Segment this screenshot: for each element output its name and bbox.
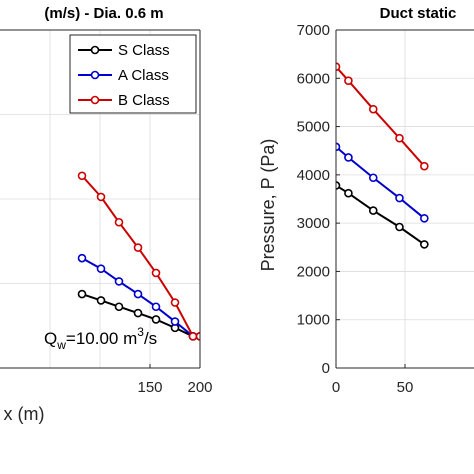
legend-label-a-class: A Class	[118, 67, 169, 84]
right-point-s-class	[368, 206, 378, 215]
right-y-ticks: 0 1000 2000 3000 4000 5000 6000 7000	[297, 22, 340, 377]
left-point-a-class	[151, 302, 161, 312]
right-x-ticks: 0 50	[332, 364, 414, 396]
legend-marker-b-class	[90, 95, 100, 105]
right-y-axis-label: Pressure, P (Pa)	[258, 139, 278, 272]
left-axes-frame	[0, 29, 201, 369]
left-point-a-class	[170, 317, 180, 326]
legend-marker-a-class	[90, 70, 100, 80]
right-series-group	[336, 62, 429, 249]
right-point-a-class	[336, 142, 341, 152]
right-point-b-class	[420, 161, 429, 171]
left-point-b-class	[133, 243, 143, 252]
right-y-tick-label: 5000	[297, 119, 330, 136]
left-point-b-class	[96, 192, 106, 202]
right-point-a-class	[368, 173, 378, 183]
left-point-s-class	[114, 302, 124, 312]
legend-entry-b-class: B Class	[78, 92, 170, 109]
right-chart-title: Duct static	[380, 5, 457, 22]
right-point-a-class	[395, 193, 404, 203]
left-series-group	[77, 171, 200, 341]
left-point-a-class	[114, 277, 124, 286]
left-point-b-class	[188, 332, 198, 341]
left-point-b-class	[151, 268, 161, 278]
flow-rate-annotation: Qw=10.00 m3/s	[44, 325, 157, 352]
right-x-tick-label: 0	[332, 379, 340, 396]
right-point-s-class	[395, 222, 404, 232]
left-chart-title: (m/s) - Dia. 0.6 m	[44, 5, 163, 22]
left-point-b-class	[170, 298, 180, 307]
right-series-a-class	[336, 142, 429, 223]
annotation-subscript: w	[56, 338, 66, 352]
right-y-tick-label: 7000	[297, 22, 330, 39]
right-point-a-class	[344, 153, 353, 162]
left-point-a-class	[96, 264, 106, 274]
legend-label-b-class: B Class	[118, 92, 170, 109]
annotation-value: =10.00 m	[66, 329, 137, 348]
right-point-b-class	[368, 104, 378, 114]
left-point-a-class	[77, 253, 87, 263]
right-y-tick-label: 1000	[297, 312, 330, 329]
right-point-s-class	[336, 181, 341, 190]
left-point-a-class	[133, 289, 143, 299]
legend-marker-s-class	[90, 45, 100, 55]
right-point-a-class	[420, 214, 429, 223]
left-x-axis-label: x (m)	[4, 404, 45, 424]
left-point-b-class	[195, 332, 200, 341]
right-point-s-class	[344, 188, 353, 198]
annotation-prefix: Q	[44, 329, 57, 348]
right-y-tick-label: 0	[322, 360, 330, 377]
right-point-s-class	[420, 240, 429, 249]
right-y-tick-label: 4000	[297, 167, 330, 184]
left-x-tick-label: 150	[137, 379, 162, 396]
left-point-s-class	[151, 315, 161, 324]
right-y-tick-label: 3000	[297, 215, 330, 232]
right-series-b-class	[336, 62, 429, 171]
legend: S Class A Class B Class	[69, 34, 197, 114]
left-chart-panel: (m/s) - Dia. 0.6 m 150 200 x (m) S Class …	[0, 5, 213, 424]
right-series-s-class	[336, 181, 429, 249]
left-x-tick-label: 200	[187, 379, 212, 396]
right-grid	[336, 30, 474, 368]
legend-entry-s-class: S Class	[78, 42, 170, 59]
right-y-tick-label: 6000	[297, 70, 330, 87]
right-point-b-class	[395, 133, 404, 143]
left-line-b-class	[81, 175, 200, 338]
left-point-s-class	[96, 296, 106, 305]
left-point-s-class	[77, 289, 87, 299]
legend-label-s-class: S Class	[118, 42, 170, 59]
legend-entry-a-class: A Class	[78, 67, 169, 84]
left-point-b-class	[114, 217, 124, 227]
right-y-tick-label: 2000	[297, 263, 330, 280]
left-point-s-class	[133, 308, 143, 318]
left-x-ticks: 150 200	[137, 364, 213, 396]
annotation-superscript: 3	[137, 325, 144, 339]
right-point-b-class	[344, 76, 353, 85]
annotation-suffix: /s	[144, 329, 157, 348]
right-chart-panel: Duct static 0 1000 2000 3000 4000 5000 6000 700…	[258, 5, 474, 396]
left-series-b-class	[77, 171, 200, 341]
left-point-b-class	[77, 171, 87, 181]
right-x-tick-label: 50	[397, 379, 414, 396]
right-point-b-class	[336, 62, 341, 71]
